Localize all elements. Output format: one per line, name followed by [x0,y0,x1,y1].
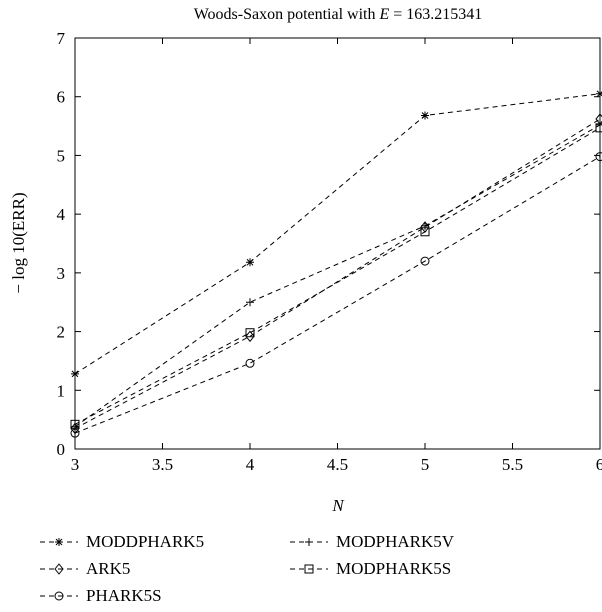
x-ticks: 3 3.5 4 4.5 5 5.5 6 [71,38,602,474]
plot-frame [74,37,601,450]
x-tick-label: 4 [246,455,255,474]
legend-marker [54,563,64,575]
legend-label: MODPHARK5V [336,532,455,551]
data-point [595,123,602,133]
legend-marker [305,538,313,546]
data-point [420,256,430,266]
y-tick-label: 0 [57,440,66,459]
legend-marker [54,591,64,601]
series-line [74,124,601,428]
series-modphark5s [70,123,602,429]
y-ticks: 0 1 2 3 4 5 6 7 [57,29,600,459]
legend-item: MODPHARK5S [290,559,451,578]
series-line [74,127,601,425]
data-point [595,152,602,162]
y-tick-label: 3 [57,264,66,283]
x-tick-label: 5 [421,455,430,474]
series-line [74,93,601,375]
legend: MODDPHARK5 ARK5 PHARK5S MODPHARK5V MODPHARK5… [40,532,455,605]
data-point [246,298,254,307]
data-point [245,358,255,368]
x-tick-label: 3 [71,455,80,474]
data-point [596,120,602,129]
chart-title: Woods-Saxon potential with E = 163.21534… [194,6,483,23]
x-tick-label: 6 [596,455,602,474]
data-point [71,369,79,378]
legend-item: MODDPHARK5 [40,532,204,551]
legend-item: PHARK5S [40,586,162,605]
y-tick-label: 2 [57,323,66,342]
series-ark5 [70,113,602,435]
data-point [421,221,429,230]
legend-label: MODPHARK5S [336,559,451,578]
y-tick-label: 7 [57,29,66,48]
data-point [595,113,602,125]
series-line [74,156,601,434]
x-axis-label: N [331,496,345,515]
chart-title-text: Woods-Saxon potential with E = 163.21534… [194,6,483,23]
data-point [246,258,254,267]
legend-marker [55,538,63,546]
series-phark5s [70,152,602,438]
data-point [245,328,255,338]
series-moddphark5 [71,89,602,378]
legend-marker [304,564,314,574]
data-point [420,227,430,237]
y-tick-label: 1 [57,381,66,400]
x-tick-label: 3.5 [152,455,173,474]
data-point [421,111,429,120]
series-line [74,118,601,429]
series-layer [70,89,602,438]
y-tick-label: 6 [57,88,66,107]
legend-label: ARK5 [86,559,130,578]
x-tick-label: 4.5 [327,455,348,474]
data-point [245,330,255,343]
legend-label: MODDPHARK5 [86,532,204,551]
legend-label: PHARK5S [86,586,162,605]
legend-item: MODPHARK5V [290,532,455,551]
y-axis-label: − log 10(ERR) [9,192,28,293]
y-tick-label: 5 [57,146,66,165]
data-point [596,89,602,98]
y-tick-label: 4 [57,205,66,224]
legend-item: ARK5 [40,559,130,578]
x-tick-label: 5.5 [502,455,523,474]
data-point [70,419,80,429]
